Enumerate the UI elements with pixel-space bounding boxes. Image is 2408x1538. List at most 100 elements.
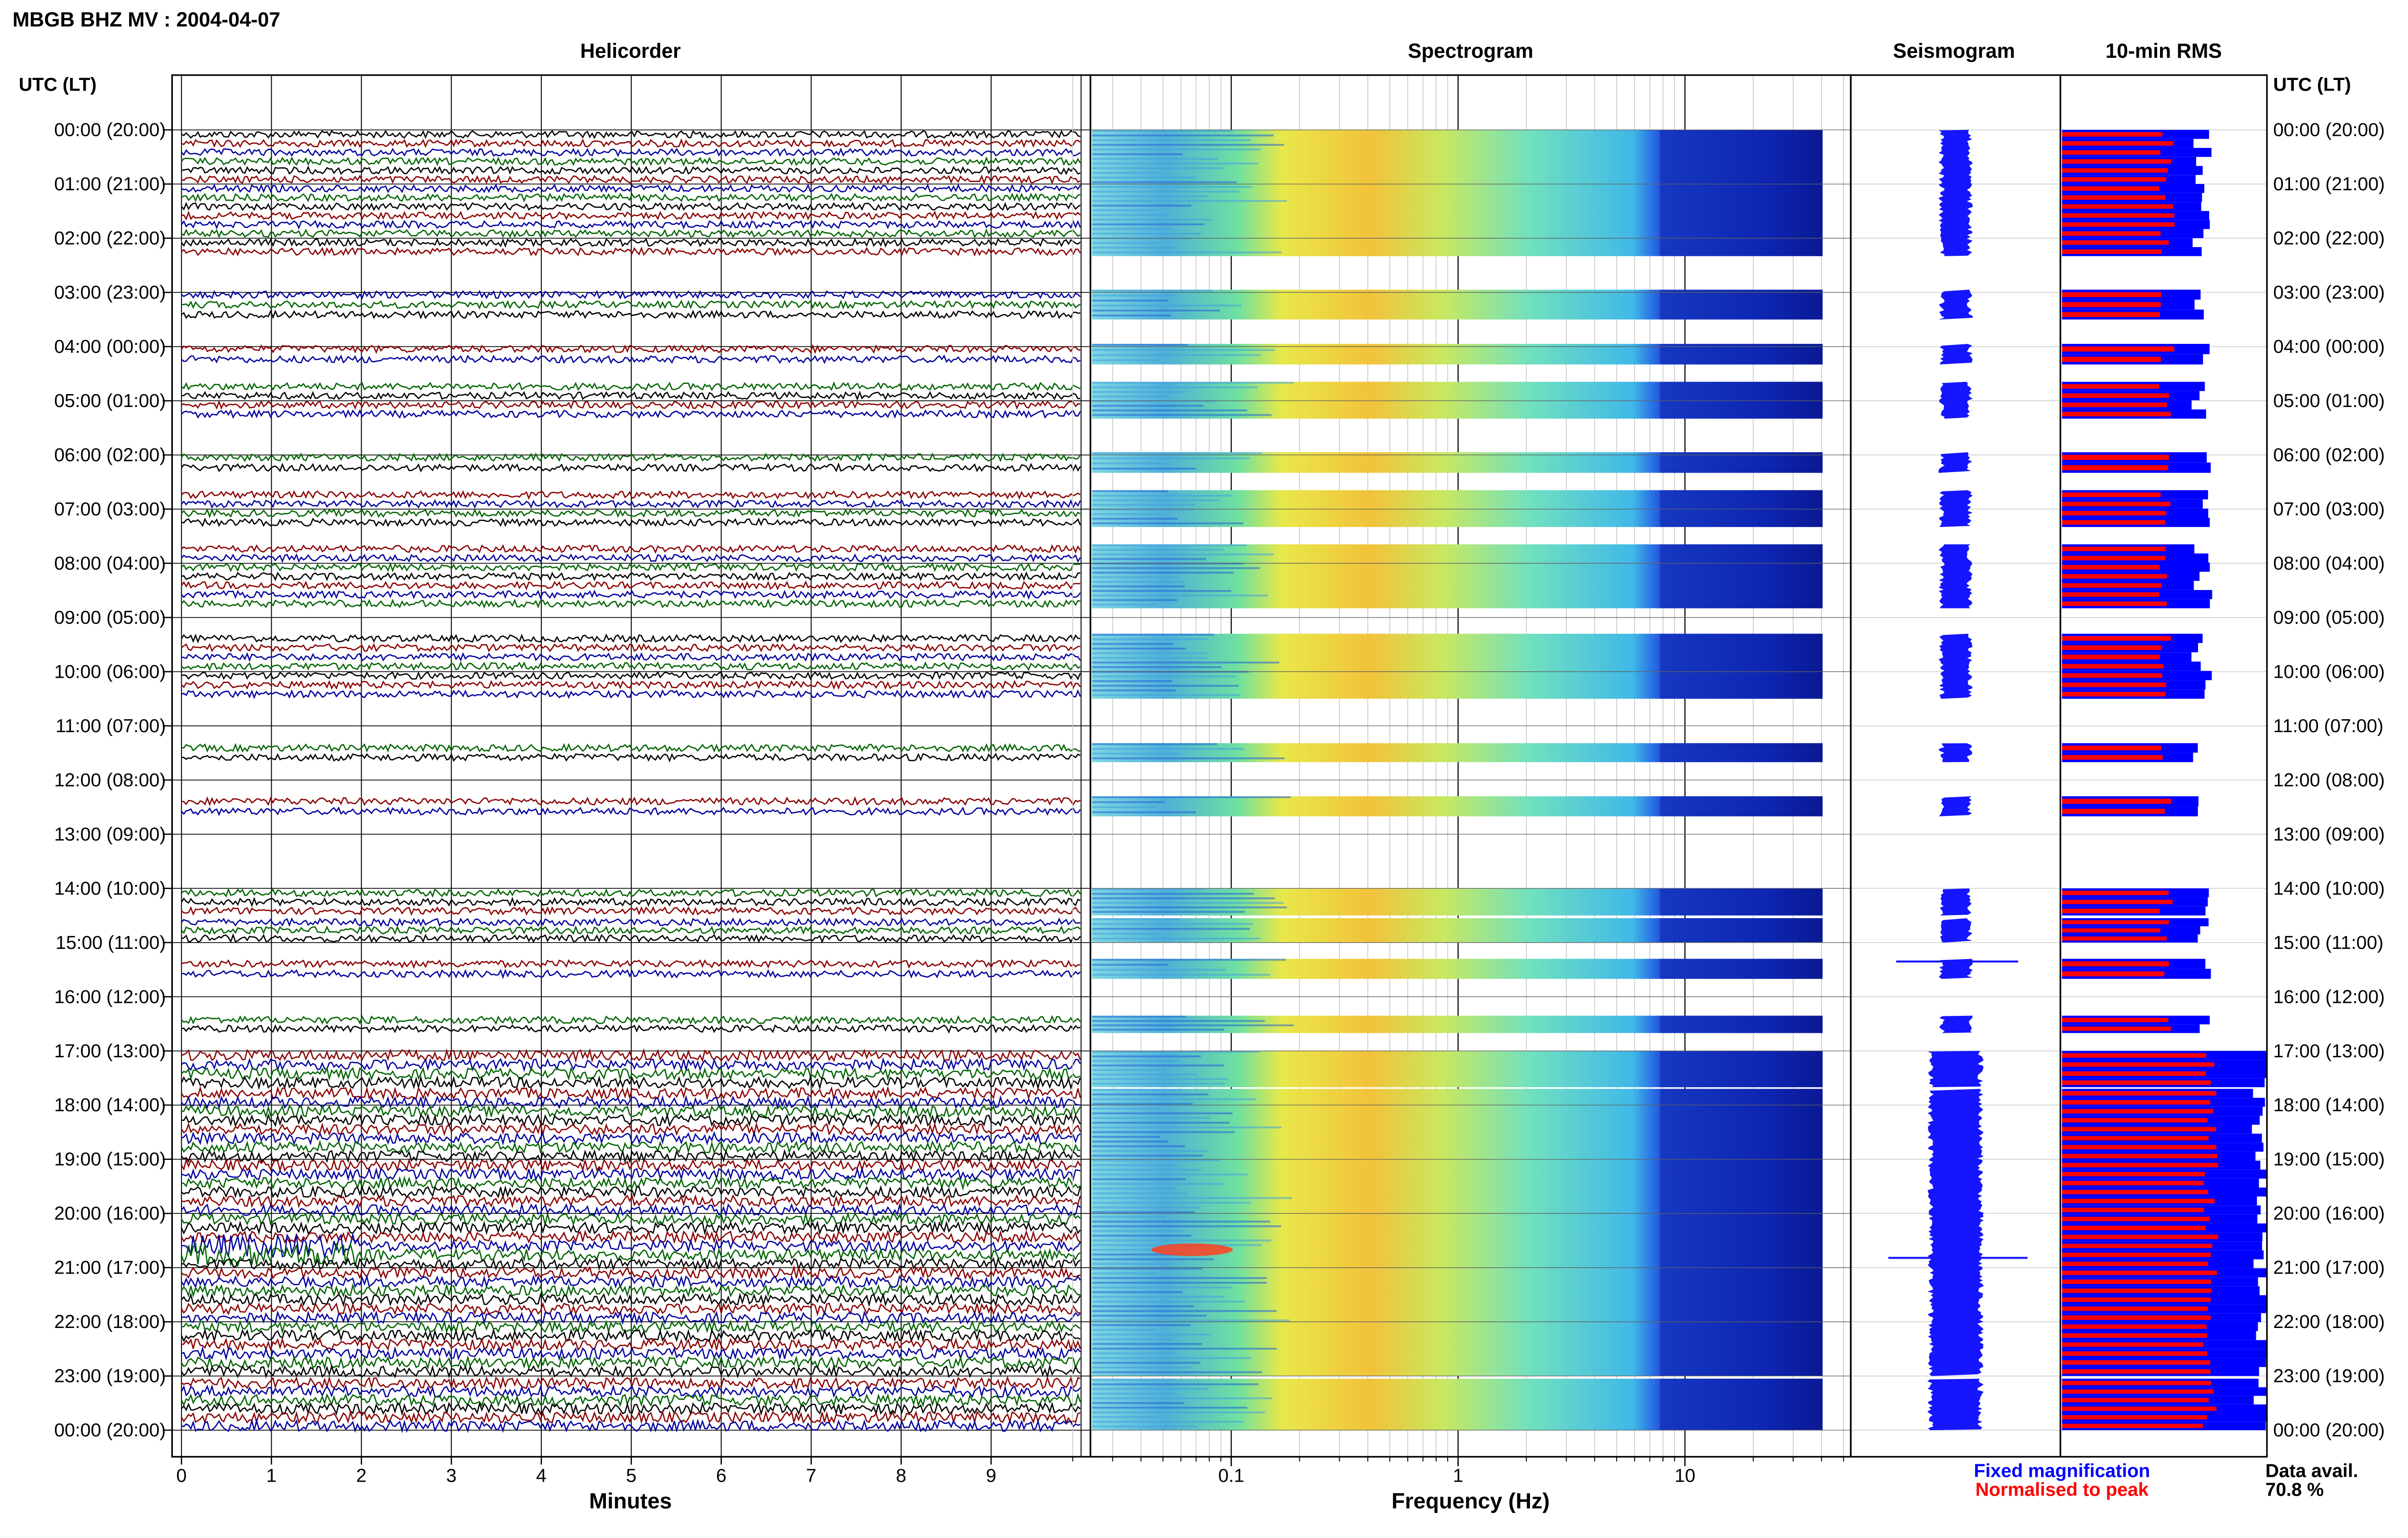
rms-normalised-bar bbox=[2062, 673, 2162, 678]
spectrogram-streak bbox=[1092, 657, 1209, 659]
rms-normalised-bar bbox=[2062, 1315, 2211, 1320]
time-label-left: 22:00 (18:00) bbox=[54, 1312, 166, 1332]
spectrogram-streak bbox=[1092, 1235, 1191, 1237]
time-axis-title-right: UTC (LT) bbox=[2273, 74, 2351, 95]
seismogram-envelope bbox=[1939, 490, 1973, 527]
spectrogram-streak bbox=[1092, 661, 1280, 664]
helicorder-trace bbox=[181, 896, 1081, 907]
rms-normalised-bar bbox=[2062, 1018, 2169, 1023]
helicorder-trace bbox=[181, 670, 1081, 681]
rms-normalised-bar bbox=[2062, 1154, 2217, 1158]
spectrogram-streak bbox=[1092, 576, 1179, 578]
time-label-left: 10:00 (06:00) bbox=[54, 661, 166, 682]
time-label-left: 01:00 (21:00) bbox=[54, 174, 166, 195]
helicorder-trace bbox=[181, 399, 1081, 410]
spectrogram-streak bbox=[1092, 590, 1231, 592]
spectrogram-streak bbox=[1092, 1371, 1262, 1373]
spectrogram-streak bbox=[1092, 153, 1183, 156]
spectrogram-streak bbox=[1092, 1333, 1211, 1336]
spectrogram-streak bbox=[1092, 167, 1223, 170]
helicorder-trace bbox=[181, 689, 1081, 699]
rms-normalised-bar bbox=[2062, 920, 2169, 924]
rms-normalised-bar bbox=[2062, 809, 2165, 814]
helicorder-trace bbox=[181, 571, 1081, 581]
time-label-left: 04:00 (00:00) bbox=[54, 337, 166, 357]
spectrogram-streak bbox=[1092, 513, 1163, 515]
helicorder-trace bbox=[181, 344, 1081, 355]
spectrogram-streak bbox=[1092, 495, 1232, 497]
spectrogram-streak bbox=[1092, 1352, 1176, 1354]
spectrogram-streak bbox=[1092, 1145, 1185, 1147]
spectrogram-axis-label: Frequency (Hz) bbox=[1391, 1489, 1549, 1513]
rms-normalised-bar bbox=[2062, 1118, 2208, 1123]
spectrogram-streak bbox=[1092, 973, 1270, 976]
spectrogram-streak bbox=[1092, 1015, 1186, 1018]
spectrogram-streak bbox=[1092, 309, 1220, 312]
time-label-right: 05:00 (01:00) bbox=[2273, 391, 2385, 411]
spectrogram-event-hotspot bbox=[1151, 1243, 1233, 1256]
time-label-left: 15:00 (11:00) bbox=[55, 933, 166, 953]
spectrogram-streak bbox=[1092, 544, 1247, 546]
time-label-left: 19:00 (15:00) bbox=[54, 1149, 166, 1170]
spectrogram-streak bbox=[1092, 1164, 1177, 1166]
spectrogram-streak bbox=[1092, 571, 1234, 574]
helicorder-trace bbox=[181, 1242, 1081, 1268]
data-availability-label: Data avail. bbox=[2265, 1461, 2358, 1482]
rms-normalised-bar bbox=[2062, 1163, 2218, 1168]
rms-normalised-bar bbox=[2062, 1181, 2204, 1185]
rms-normalised-bar bbox=[2062, 222, 2175, 227]
spectrogram-streak bbox=[1092, 1420, 1244, 1423]
rms-normalised-bar bbox=[2062, 1380, 2212, 1385]
rms-normalised-bar bbox=[2062, 692, 2166, 697]
spectrogram-streak bbox=[1092, 1319, 1290, 1322]
spectrogram-streak bbox=[1092, 959, 1286, 961]
spectrogram-streak bbox=[1092, 1117, 1210, 1119]
rms-normalised-bar bbox=[2062, 936, 2167, 941]
helicorder-trace bbox=[181, 1203, 1081, 1218]
rms-normalised-bar bbox=[2062, 928, 2160, 933]
spectrogram-streak bbox=[1092, 414, 1272, 416]
helicorder-trace bbox=[181, 1265, 1081, 1280]
rms-normalised-bar bbox=[2062, 1100, 2211, 1105]
rms-normalised-bar bbox=[2062, 1235, 2218, 1239]
spectrogram-streak bbox=[1092, 694, 1240, 696]
time-label-right: 08:00 (04:00) bbox=[2273, 553, 2385, 574]
helicorder-trace bbox=[181, 887, 1081, 898]
spectrogram-highfreq-shade bbox=[1660, 490, 1823, 527]
helicorder-trace bbox=[181, 165, 1081, 175]
spectrogram-streak bbox=[1092, 1089, 1182, 1091]
spectrogram-streak bbox=[1092, 1082, 1226, 1085]
spectrogram-streak bbox=[1092, 928, 1250, 930]
helicorder-panel bbox=[172, 75, 1091, 1457]
rms-normalised-bar bbox=[2062, 645, 2162, 650]
spectrogram-streak bbox=[1092, 381, 1294, 384]
helicorder-trace bbox=[181, 544, 1081, 554]
spectrogram-streak bbox=[1092, 906, 1287, 908]
helicorder-trace bbox=[181, 969, 1081, 979]
helicorder-trace bbox=[181, 1184, 1081, 1199]
rms-normalised-bar bbox=[2062, 1288, 2212, 1293]
helicorder-trace bbox=[181, 1364, 1081, 1379]
time-label-left: 18:00 (14:00) bbox=[54, 1095, 166, 1116]
helicorder-trace bbox=[181, 499, 1081, 509]
spectrogram-streak bbox=[1092, 247, 1176, 249]
spectrogram-highfreq-shade bbox=[1660, 544, 1823, 608]
rms-normalised-bar bbox=[2062, 1080, 2211, 1085]
helicorder-trace bbox=[181, 562, 1081, 573]
spectrogram-streak bbox=[1092, 314, 1171, 316]
helicorder-trace bbox=[181, 156, 1081, 167]
helicorder-x-tick-label: 7 bbox=[806, 1465, 817, 1486]
spectrogram-streak bbox=[1092, 969, 1226, 971]
spectrogram-streak bbox=[1092, 911, 1245, 913]
seismogram-envelope bbox=[1939, 796, 1972, 816]
rms-normalised-bar bbox=[2062, 682, 2166, 687]
rms-normalised-bar bbox=[2062, 1279, 2212, 1284]
spectrogram-streak bbox=[1092, 522, 1243, 525]
rms-normalised-bar bbox=[2062, 574, 2167, 579]
seismogram-envelope bbox=[1940, 344, 1973, 365]
spectrogram-streak bbox=[1092, 1239, 1271, 1242]
page-title: MBGB BHZ MV : 2004-04-07 bbox=[13, 8, 280, 31]
spectrogram-streak bbox=[1092, 1155, 1204, 1157]
spectrogram-streak bbox=[1092, 195, 1208, 197]
spectrogram-highfreq-shade bbox=[1660, 796, 1823, 816]
